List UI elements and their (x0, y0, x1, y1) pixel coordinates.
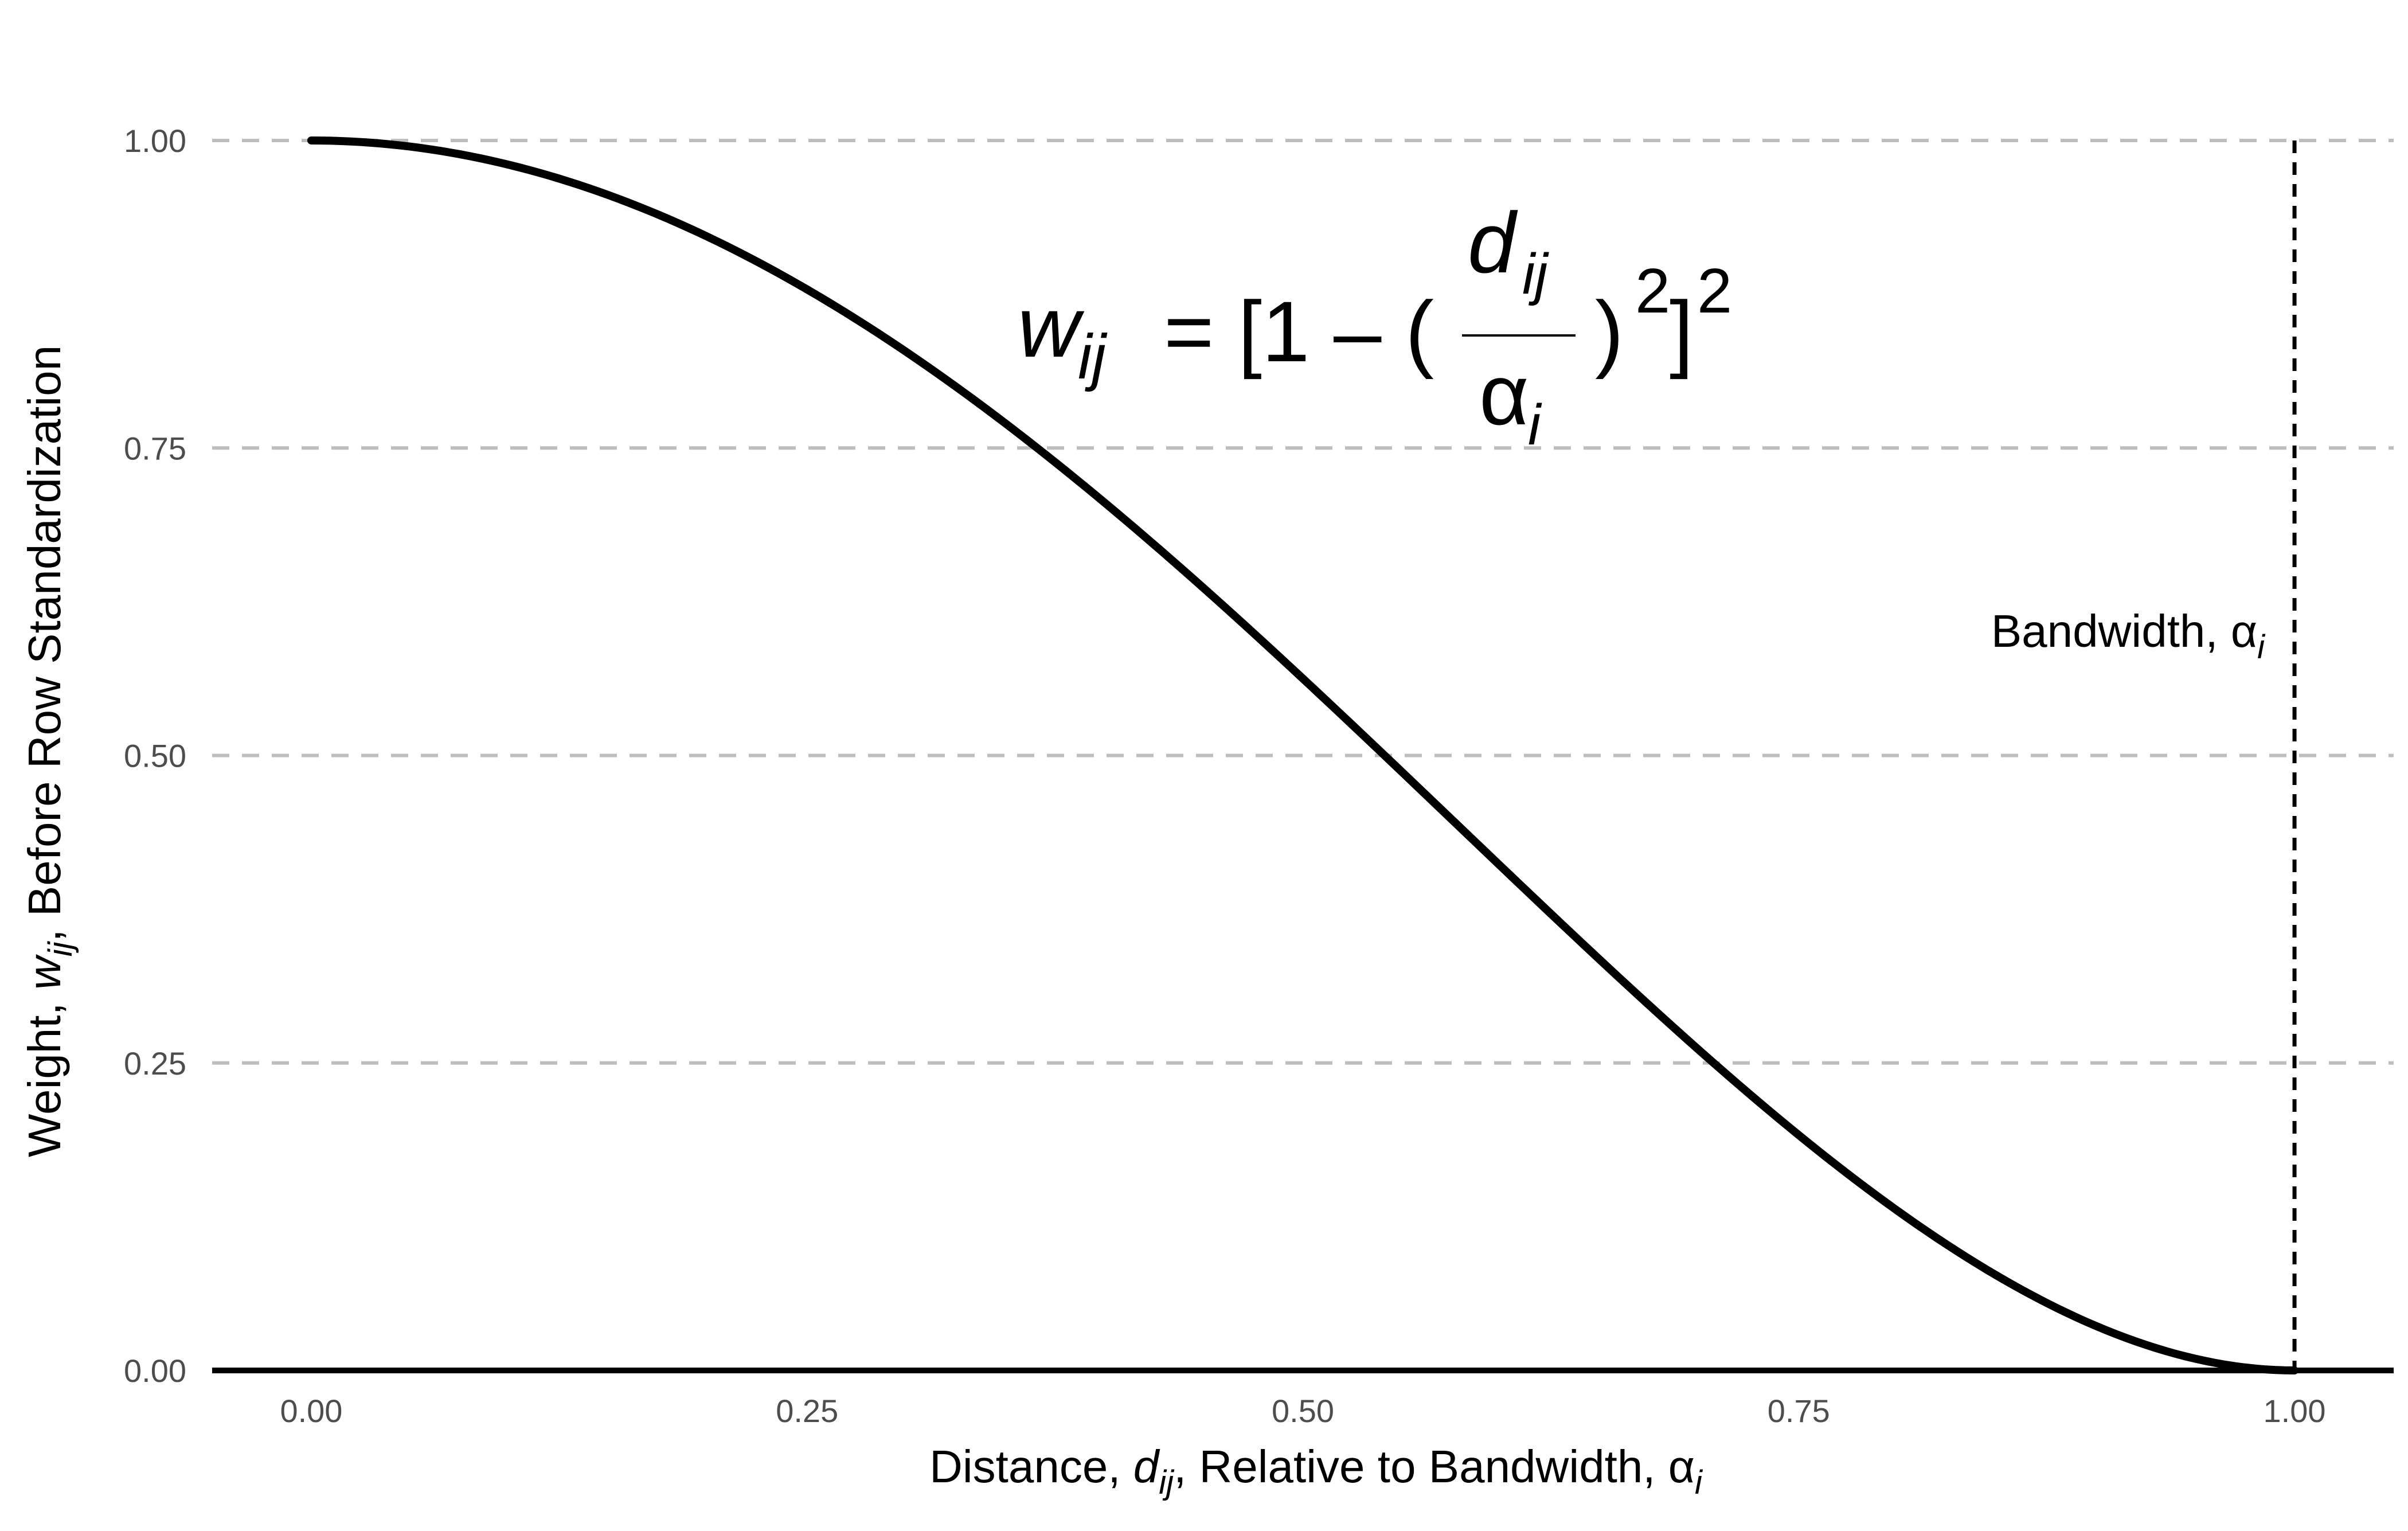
grid-lines (212, 139, 2394, 1065)
y-tick-label-4: 1.00 (124, 123, 186, 159)
series-line-0 (307, 136, 2299, 1374)
formula-numerator: d (1468, 194, 1518, 291)
formula-outer-close: ] (1670, 283, 1694, 380)
formula-denominator-subscript: i (1528, 393, 1542, 457)
bandwidth-annotation-symbol: α (2231, 606, 2257, 657)
x-tick-label-4: 1.00 (2264, 1393, 2326, 1429)
y-axis-title: Weight, wij, Before Row Standardization (19, 345, 79, 1157)
x-axis-title-var: d (1133, 1441, 1160, 1492)
formula-lhs-subscript: ij (1078, 322, 1107, 392)
x-axis-title-symbol: α (1668, 1441, 1695, 1492)
x-tick-label-3: 0.75 (1768, 1393, 1830, 1429)
x-tick-label-1: 0.25 (776, 1393, 838, 1429)
tick-labels: 0.00 0.25 0.50 0.75 1.00 0.00 0.25 0.50 0.75 1.00 (124, 123, 2326, 1429)
formula-inner-close: ) (1595, 283, 1624, 380)
bandwidth-annotation-subscript: i (2257, 628, 2266, 666)
x-axis-title-symbol-subscript: i (1695, 1464, 1703, 1501)
series-group (307, 136, 2299, 1374)
x-tick-label-0: 0.00 (280, 1393, 342, 1429)
formula-denominator: α (1479, 346, 1529, 443)
formula-rhs-prefix: = [1 – ( (1164, 283, 1434, 380)
bandwidth-annotation: Bandwidth, αi (1991, 606, 2266, 666)
y-axis-title-suffix: , Before Row Standardization (19, 345, 70, 942)
formula-numerator-subscript: ij (1522, 242, 1549, 306)
y-tick-label-1: 0.25 (124, 1045, 186, 1081)
x-axis-title: Distance, dij, Relative to Bandwidth, αi (929, 1441, 1703, 1501)
y-tick-label-2: 0.50 (124, 738, 186, 774)
y-tick-label-0: 0.00 (124, 1353, 186, 1389)
y-axis-title-prefix: Weight, (19, 990, 70, 1157)
y-axis-title-var-subscript: ij (42, 940, 79, 956)
formula-outer-exponent: 2 (1697, 256, 1732, 326)
formula-annotation: w ij = [1 – ( d ij α i ) 2 ] 2 (1018, 194, 1732, 457)
y-tick-label-3: 0.75 (124, 430, 186, 466)
y-axis-title-var: w (19, 954, 70, 990)
x-axis-title-var-subscript: ij (1159, 1464, 1175, 1501)
x-axis-title-suffix: , Relative to Bandwidth, (1174, 1441, 1668, 1492)
formula-lhs-var: w (1018, 279, 1085, 375)
formula-inner-exponent: 2 (1635, 256, 1670, 326)
bandwidth-annotation-text: Bandwidth, (1991, 606, 2231, 657)
x-axis-title-prefix: Distance, (929, 1441, 1133, 1492)
x-tick-label-2: 0.50 (1272, 1393, 1334, 1429)
